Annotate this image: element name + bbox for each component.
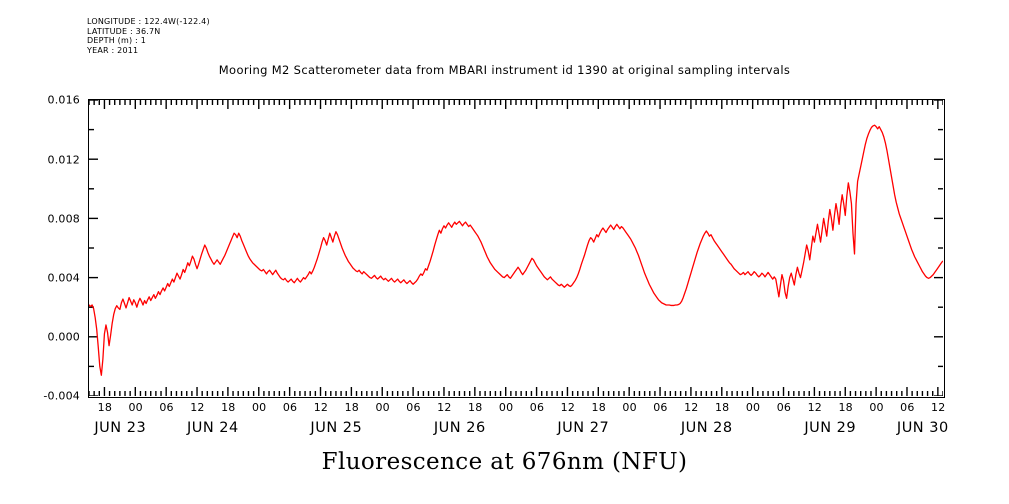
x-tick-label: 00 — [745, 401, 761, 414]
x-tick-label: 06 — [529, 401, 545, 414]
x-tick-label: 18 — [97, 401, 113, 414]
x-day-label: JUN 29 — [804, 420, 857, 436]
x-day-label: JUN 25 — [310, 420, 363, 436]
latitude-text: LATITUDE : 36.7N — [87, 26, 161, 36]
x-tick-label: 00 — [869, 401, 884, 414]
x-tick-label: 12 — [437, 401, 452, 414]
y-tick-label: 0.000 — [47, 330, 80, 344]
x-day-label: JUN 27 — [557, 420, 610, 436]
x-axis-hour-labels: 18 00 06 12 18 00 06 12 18 00 06 12 18 00 06 12 18 00 06 12… — [0, 401, 1009, 417]
x-tick-label: 06 — [406, 401, 421, 414]
x-tick-label: 00 — [498, 401, 514, 414]
x-tick-label: 06 — [653, 401, 668, 414]
x-tick-label: 00 — [622, 401, 637, 414]
x-tick-label: 12 — [684, 401, 699, 414]
x-day-label: JUN 26 — [433, 420, 486, 436]
x-tick-label: 18 — [714, 401, 730, 414]
x-tick-label: 18 — [221, 401, 236, 414]
chart-title: Mooring M2 Scatterometer data from MBARI… — [218, 63, 791, 77]
x-day-label: JUN 24 — [186, 420, 239, 436]
x-day-label: JUN 28 — [680, 420, 733, 436]
x-tick-label: 06 — [159, 401, 174, 414]
x-tick-label: 12 — [313, 401, 329, 414]
year-text: YEAR : 2011 — [87, 45, 139, 55]
x-tick-label: 12 — [931, 401, 946, 414]
x-axis-day-labels: JUN 23 JUN 24 JUN 25 JUN 26 JUN 27 JUN 28 JUN … — [0, 420, 1009, 440]
x-tick-label: 12 — [560, 401, 576, 414]
y-axis-labels: 0.016 0.012 0.008 0.004 0.000 -0.004 — [0, 94, 80, 403]
plot-area — [88, 99, 945, 398]
x-tick-label: 18 — [468, 401, 483, 414]
x-tick-label: 00 — [375, 401, 390, 414]
chart-caption: Fluorescence at 676nm (NFU) — [321, 449, 688, 475]
x-tick-label: 18 — [344, 401, 359, 414]
x-tick-label: 06 — [282, 401, 298, 414]
y-tick-label: 0.012 — [47, 153, 80, 167]
metadata-block: LONGITUDE : 122.4W(-122.4) LATITUDE : 36… — [87, 17, 210, 55]
x-tick-label: 12 — [807, 401, 822, 414]
x-tick-label: 18 — [591, 401, 606, 414]
x-tick-label: 18 — [838, 401, 853, 414]
y-tick-label: 0.004 — [47, 271, 80, 285]
x-tick-label: 00 — [128, 401, 143, 414]
x-tick-label: 06 — [776, 401, 792, 414]
x-day-label: JUN 23 — [94, 420, 147, 436]
depth-text: DEPTH (m) : 1 — [87, 36, 146, 46]
y-tick-label: 0.008 — [47, 212, 80, 226]
x-tick-label: 00 — [251, 401, 267, 414]
x-tick-label: 06 — [900, 401, 915, 414]
x-day-label: JUN 30 — [896, 420, 949, 436]
y-tick-label: 0.016 — [47, 93, 80, 107]
longitude-text: LONGITUDE : 122.4W(-122.4) — [87, 17, 210, 26]
x-tick-label: 12 — [190, 401, 205, 414]
data-plot — [89, 100, 943, 396]
y-tick-label: -0.004 — [43, 389, 80, 403]
